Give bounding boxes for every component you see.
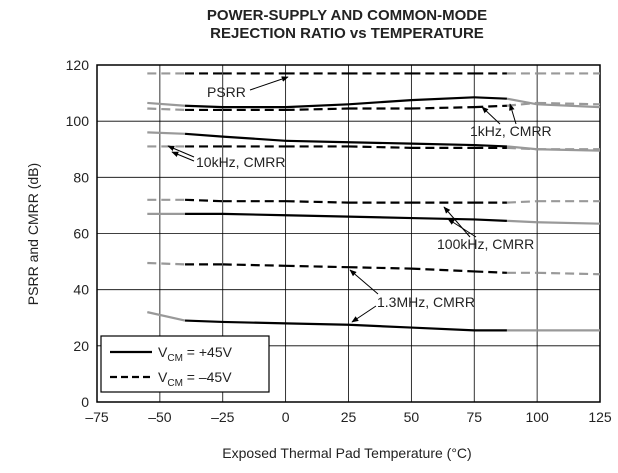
series-segment [285,103,349,109]
series-segment [537,271,601,276]
series-segment [147,107,186,112]
y-tick-label: 20 [73,338,89,354]
series-segment [411,96,475,102]
series-segment [184,104,223,109]
series-segment [285,107,349,112]
annotation: 100kHz, CMRR [437,236,534,252]
chart-title: POWER-SUPPLY AND COMMON-MODE [207,7,487,24]
series-segment [506,219,538,224]
annotation-arrow [509,103,517,125]
series-segment [474,96,507,100]
series-segment [222,212,286,217]
y-tick-label: 40 [73,282,89,298]
annotation: 1kHz, CMRR [470,123,552,139]
series-segment [348,215,412,220]
chart-title: REJECTION RATIO vs TEMPERATURE [210,25,484,42]
legend-subscript: CM [167,378,183,389]
series-segment [348,145,412,149]
annotation-arrow [443,206,471,238]
y-axis-label: PSRR and CMRR (dB) [25,163,41,305]
series-segment [474,270,507,274]
legend-label: VCM = +45V [158,344,233,364]
annotation: PSRR [207,84,246,100]
series-segment [506,146,538,151]
series-segment [537,101,601,106]
x-tick-label: 125 [588,409,612,425]
legend-symbol: V [158,369,168,385]
x-tick-label: 75 [466,409,482,425]
series-segment [147,101,186,107]
annotation-arrow [349,269,379,295]
legend-text: = –45V [183,369,232,385]
series-segment [285,200,349,204]
series-segment [285,139,349,144]
x-tick-label: 100 [525,409,549,425]
annotation-arrow [447,218,477,238]
series-segment [411,326,475,332]
series-segment [184,132,223,138]
series-segment [147,311,186,322]
series-segment [147,131,186,135]
legend-text: = +45V [183,344,233,360]
y-tick-label: 80 [73,169,89,185]
x-tick-label: –25 [211,409,235,425]
y-tick-label: 100 [66,113,90,129]
series-segment [222,135,286,142]
series-segment [506,200,538,204]
series-segment [348,266,412,270]
annotation-arrow [171,151,195,162]
series-segment [285,322,349,326]
annotation-arrow [351,305,377,323]
series-segment [411,267,475,273]
series-segment [147,261,186,266]
series-segment [537,221,601,225]
series-segment [348,141,412,145]
x-tick-label: –75 [85,409,109,425]
legend-symbol: V [158,344,168,360]
legend-label: VCM = –45V [158,369,232,389]
series-segment [348,99,412,106]
legend-box [100,335,270,393]
series-segment [222,320,286,325]
series-segment [474,104,507,109]
series-segment [285,264,349,269]
series-segment [411,216,475,221]
series-segment [537,103,601,109]
series-segment [411,142,475,147]
x-axis-label: Exposed Thermal Pad Temperature (°C) [222,445,471,461]
y-tick-label: 120 [66,57,90,73]
y-tick-label: 60 [73,226,89,242]
annotation: 1.3MHz, CMRR [377,294,475,310]
legend-subscript: CM [167,353,183,364]
x-tick-label: 25 [341,409,357,425]
x-tick-label: 50 [404,409,420,425]
annotation: 10kHz, CMRR [196,154,285,170]
series-segment [474,143,507,148]
series-segment [411,106,475,110]
series-segment [506,97,538,106]
series-segment [474,218,507,222]
x-tick-label: 0 [282,409,290,425]
series-segment [184,198,223,203]
annotation-arrow [249,76,289,91]
series-segment [184,319,223,324]
y-tick-label: 0 [81,394,89,410]
annotation-arrow [167,145,195,158]
annotation-arrow [481,106,501,125]
x-tick-label: –50 [148,409,172,425]
series-segment [285,214,349,218]
series-segment [222,263,286,267]
plot-frame [96,64,601,403]
series-segment [348,323,412,329]
